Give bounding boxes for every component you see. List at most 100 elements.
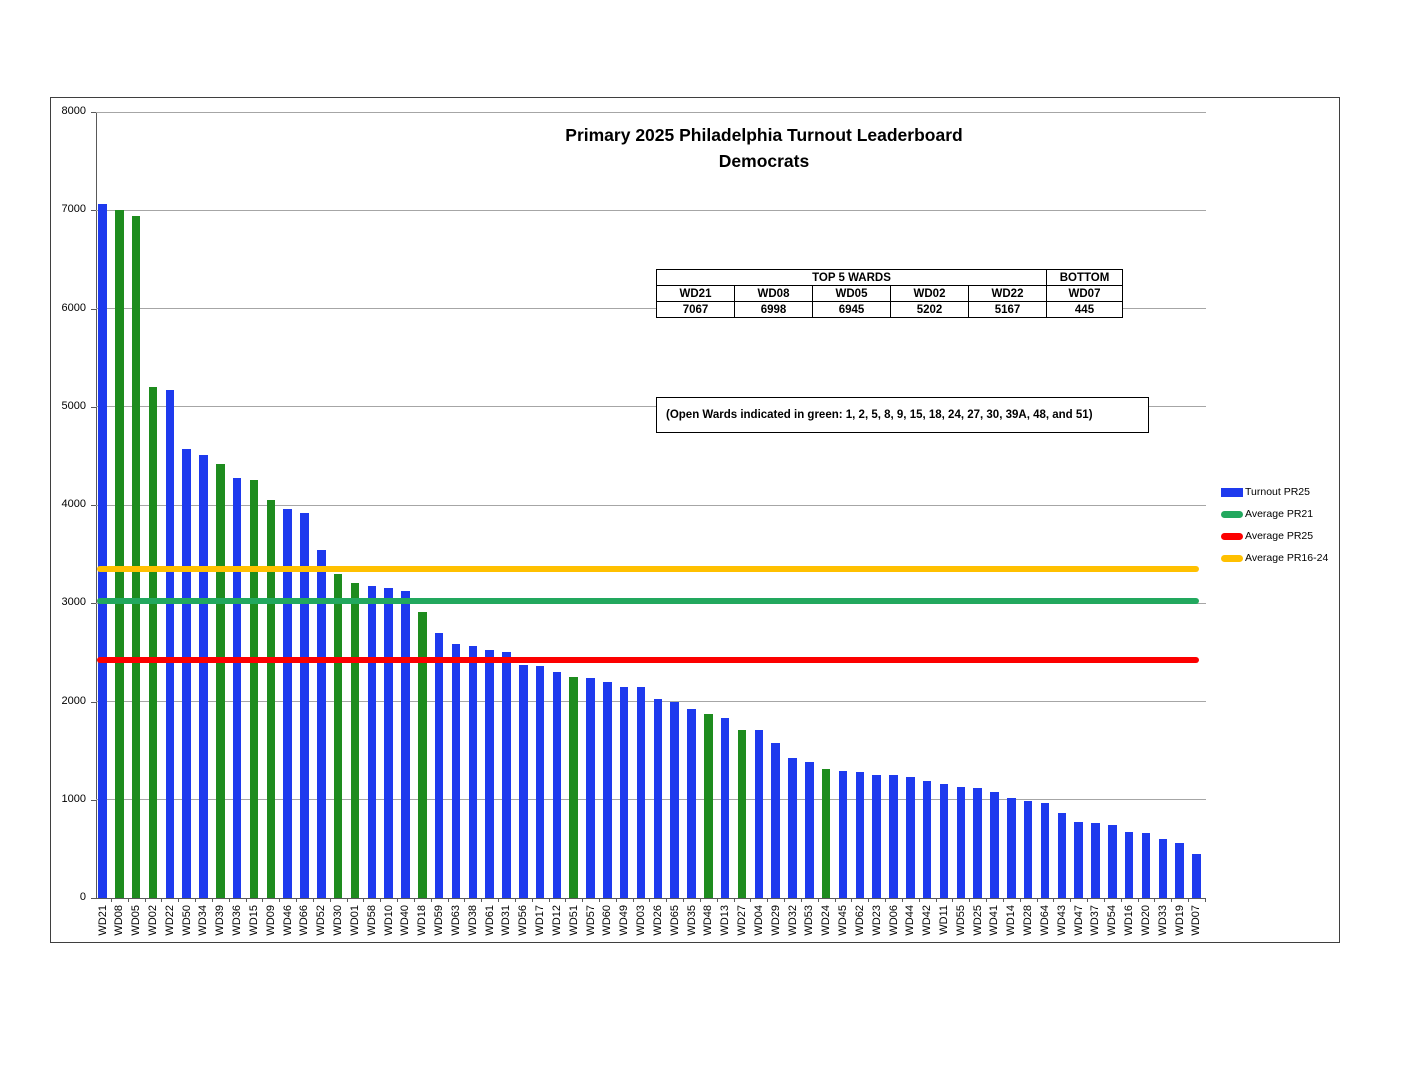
x-tick-label-WD03: WD03 [635,905,648,936]
x-tick-label-WD66: WD66 [298,905,311,936]
x-tick-label-WD04: WD04 [752,905,765,936]
legend-label: Average PR21 [1245,508,1314,520]
x-tick-label-WD27: WD27 [736,905,749,936]
bar-WD03 [636,687,646,898]
x-tick-label-WD06: WD06 [887,905,900,936]
x-tick-label-WD16: WD16 [1123,905,1136,936]
table-row: WD21 WD08 WD05 WD02 WD22 WD07 [656,285,1123,302]
y-axis-tick [91,898,96,899]
bar-WD54 [1108,824,1117,898]
x-axis-tick [1137,898,1139,902]
legend-swatch [1221,487,1243,497]
gridline-1000 [96,799,1206,801]
refline-average-pr21 [97,598,1199,605]
x-tick-label-WD48: WD48 [702,905,715,936]
x-tick-label-WD17: WD17 [534,905,547,936]
x-axis-tick [615,898,617,902]
bar-WD13 [720,717,730,898]
chart-title-line1: Primary 2025 Philadelphia Turnout Leader… [565,125,963,145]
x-axis-tick [413,898,415,902]
x-tick-label-WD05: WD05 [130,905,143,936]
x-axis-tick [599,898,600,902]
x-tick-label-WD25: WD25 [971,905,984,936]
y-tick-label: 5000 [61,399,86,412]
x-tick-label-WD49: WD49 [618,905,631,936]
x-tick-label-WD08: WD08 [113,905,126,936]
chart-frame: Primary 2025 Philadelphia Turnout Leader… [50,97,1340,943]
x-tick-label-WD24: WD24 [820,905,833,936]
x-tick-label-WD42: WD42 [921,905,934,936]
x-axis-tick [969,898,971,902]
x-axis-tick [699,898,701,902]
x-axis-tick [1087,898,1089,902]
x-axis-tick [1103,898,1105,902]
bar-WD38 [468,646,477,898]
bar-WD19 [1175,842,1184,898]
bar-WD10 [384,587,393,898]
y-tick-label: 4000 [61,498,86,510]
y-tick-label: 2000 [61,694,86,707]
x-tick-label-WD53: WD53 [803,905,816,936]
bar-WD66 [300,512,309,898]
x-tick-label-WD39: WD39 [214,905,227,936]
bar-WD06 [889,775,898,898]
x-tick-label-WD12: WD12 [550,905,563,936]
x-axis-tick [498,898,500,902]
x-axis-tick [1154,898,1156,902]
x-axis-tick [245,898,247,902]
x-axis-tick [464,898,466,902]
x-tick-label-WD14: WD14 [1005,905,1018,936]
bar-WD02 [148,386,158,898]
y-axis-tick [91,603,96,605]
x-tick-label-WD47: WD47 [1072,905,1085,936]
bar-WD23 [872,774,881,898]
y-axis-tick [91,406,96,408]
x-axis-tick [649,898,651,902]
bar-WD26 [653,698,663,898]
x-axis-tick [312,898,314,902]
x-axis-tick [986,898,988,902]
x-axis-tick [1070,898,1072,902]
y-axis-tick [91,799,96,801]
x-tick-label-WD60: WD60 [601,905,614,936]
x-axis-tick [666,898,668,902]
bar-WD48 [704,713,713,898]
x-axis-tick [296,898,298,902]
ward-name-cell: WD05 [812,285,891,302]
gridline-5000 [96,406,1206,408]
x-tick-label-WD02: WD02 [146,905,159,936]
bar-WD12 [552,672,562,898]
legend: Turnout PR25 Average PR21 Average PR25 Aver… [1221,481,1328,569]
x-axis-tick [1188,898,1190,902]
bar-WD47 [1074,822,1083,898]
bar-WD28 [1023,801,1033,898]
chart-title-line2: Democrats [718,151,810,171]
ward-value-cell: 5167 [968,301,1047,318]
x-tick-label-WD22: WD22 [163,905,176,936]
bar-WD53 [805,761,814,898]
bar-WD56 [519,665,528,898]
x-tick-label-WD33: WD33 [1156,905,1169,936]
bar-WD51 [569,676,578,898]
ward-value-cell: 5202 [890,301,969,318]
x-axis-tick [1171,898,1173,902]
x-tick-label-WD20: WD20 [1139,905,1152,936]
bar-WD11 [939,783,949,898]
bar-WD34 [199,454,208,898]
x-axis-tick [262,898,264,902]
x-tick-label-WD26: WD26 [651,905,664,936]
table-row: TOP 5 WARDS BOTTOM [656,269,1123,286]
x-tick-label-WD41: WD41 [988,905,1001,936]
x-axis-tick [935,898,937,902]
y-axis-tick [91,112,96,113]
x-axis-tick [716,898,718,902]
y-axis-tick [91,505,96,506]
bar-WD33 [1158,839,1168,898]
x-tick-label-WD21: WD21 [96,905,109,936]
x-axis-tick [834,898,836,902]
x-axis-tick [1002,898,1004,902]
bar-WD15 [249,480,259,898]
x-axis-tick [363,898,365,902]
x-tick-label-WD30: WD30 [332,905,345,936]
legend-label: Average PR25 [1245,530,1314,542]
